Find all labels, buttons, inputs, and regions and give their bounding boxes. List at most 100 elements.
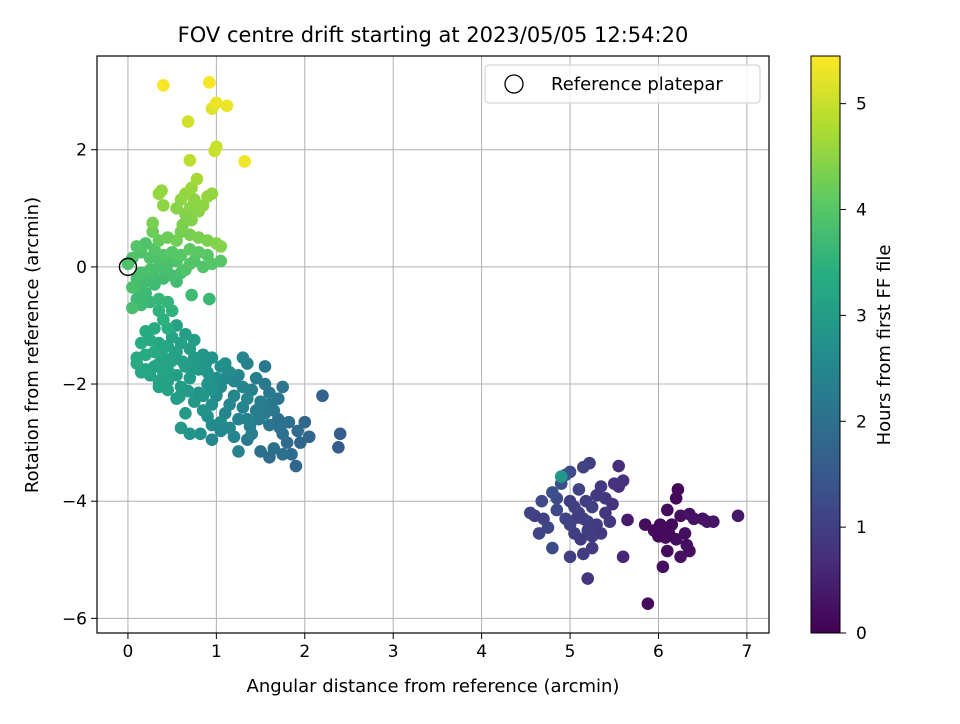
data-point: [603, 515, 617, 529]
data-point: [671, 483, 685, 496]
data-point: [187, 333, 201, 347]
legend-box: [484, 64, 761, 104]
data-point: [298, 415, 312, 429]
x-tick-label: 3: [388, 642, 399, 662]
data-point: [202, 292, 216, 306]
x-tick-label: 5: [565, 642, 576, 662]
data-point: [179, 407, 192, 420]
legend-marker-open-circle: [504, 74, 524, 94]
data-point: [236, 351, 250, 364]
data-point: [210, 96, 223, 110]
y-tick-label: 0: [76, 258, 87, 278]
data-point: [546, 541, 559, 555]
legend: Reference platepar: [484, 64, 761, 104]
data-point: [731, 509, 745, 523]
data-point: [249, 371, 263, 385]
data-point: [155, 184, 168, 198]
data-point: [532, 527, 546, 540]
y-tick-label: −2: [62, 375, 87, 395]
data-point: [214, 424, 228, 438]
data-point: [258, 360, 272, 373]
x-tick-label: 2: [299, 642, 310, 662]
data-point: [616, 550, 630, 564]
data-point: [621, 513, 634, 527]
data-point: [196, 389, 210, 403]
colorbar-ticks: 0 1 2 3 4 5: [840, 95, 867, 644]
y-axis-ticks: −6 −4 −2 0 2: [62, 141, 97, 629]
colorbar-tick-label: 3: [856, 306, 867, 326]
data-point: [172, 390, 186, 404]
data-point: [594, 480, 608, 493]
data-point: [170, 368, 183, 382]
data-point: [332, 441, 345, 454]
y-tick-label: −6: [62, 609, 87, 629]
data-point: [187, 193, 201, 206]
data-point: [546, 486, 559, 499]
data-point: [232, 412, 245, 426]
data-point: [282, 415, 296, 429]
data-point: [254, 445, 267, 458]
chart-title: FOV centre drift starting at 2023/05/05 …: [178, 23, 689, 47]
x-tick-label: 1: [211, 642, 222, 662]
x-tick-label: 0: [123, 642, 134, 662]
data-point: [678, 527, 692, 540]
data-point: [241, 412, 254, 426]
data-point: [559, 512, 572, 526]
data-point: [291, 424, 305, 438]
data-point: [130, 357, 144, 370]
data-point: [680, 538, 694, 552]
data-point: [294, 436, 307, 449]
x-tick-label: 7: [741, 642, 752, 662]
data-point: [187, 395, 201, 408]
data-point: [205, 398, 219, 411]
colorbar-tick-label: 5: [856, 95, 867, 115]
data-point: [148, 345, 161, 359]
data-point: [316, 389, 329, 403]
data-point: [581, 515, 595, 529]
data-point: [656, 560, 670, 574]
data-point: [236, 380, 250, 394]
data-point: [121, 257, 135, 271]
data-point: [174, 380, 188, 394]
data-point: [258, 377, 272, 391]
data-point: [194, 427, 207, 441]
colorbar-tick-label: 1: [856, 518, 867, 538]
data-point: [661, 544, 674, 558]
data-point: [285, 448, 298, 461]
data-point: [134, 336, 148, 350]
data-point: [157, 78, 170, 92]
data-point: [289, 459, 303, 473]
data-point: [181, 115, 195, 128]
data-point: [214, 360, 228, 373]
data-point: [687, 512, 701, 526]
data-point: [612, 459, 625, 473]
data-point: [139, 325, 152, 338]
data-point: [183, 153, 197, 167]
data-point: [585, 500, 599, 514]
data-point: [152, 357, 166, 370]
data-point: [706, 515, 720, 529]
data-point: [146, 216, 160, 230]
data-point: [161, 266, 175, 280]
data-point: [205, 433, 219, 446]
data-point: [220, 99, 234, 113]
data-point: [638, 518, 652, 531]
data-point: [659, 531, 672, 544]
grid-lines: [97, 56, 769, 633]
data-point: [263, 418, 276, 432]
data-point: [174, 421, 188, 435]
data-point: [568, 500, 581, 514]
data-point: [674, 550, 687, 564]
data-point: [183, 427, 197, 441]
data-point: [267, 442, 281, 455]
data-point: [241, 392, 254, 405]
data-point: [202, 76, 216, 89]
data-point: [126, 281, 139, 294]
colorbar-tick-label: 0: [856, 624, 867, 644]
colorbar: 0 1 2 3 4 5 Hours from first FF file: [810, 55, 895, 644]
data-point: [554, 470, 568, 483]
x-axis-ticks: 0 1 2 3 4 5 6 7: [123, 633, 752, 662]
data-point: [541, 521, 555, 534]
